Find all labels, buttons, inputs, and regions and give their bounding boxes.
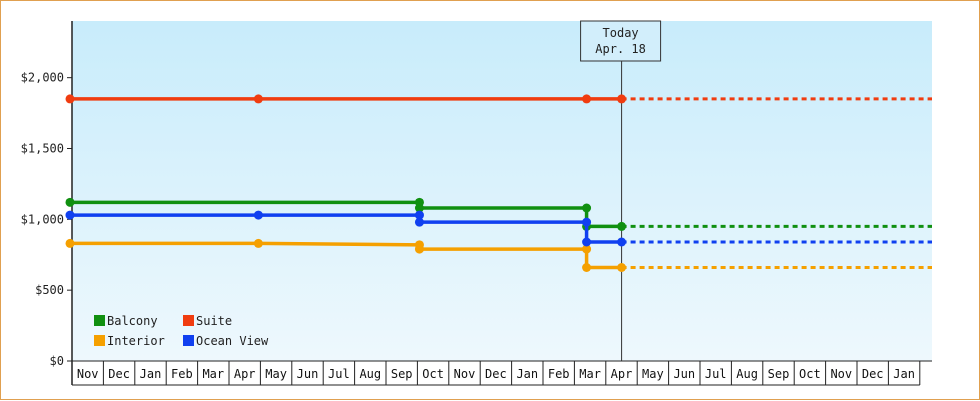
series-point-ocean-view — [414, 217, 424, 227]
legend-swatch-suite — [183, 315, 194, 326]
series-point-balcony — [582, 203, 592, 213]
series-point-ocean-view — [253, 210, 263, 220]
legend-swatch-interior — [94, 335, 105, 346]
month-label: Oct — [799, 367, 821, 381]
month-label: Nov — [77, 367, 99, 381]
legend-label-suite: Suite — [196, 314, 232, 328]
month-label: Jan — [140, 367, 162, 381]
month-label: Mar — [202, 367, 224, 381]
month-label: Oct — [422, 367, 444, 381]
series-point-interior — [617, 263, 627, 272]
month-label: Feb — [171, 367, 193, 381]
month-label: May — [642, 367, 664, 381]
month-label: Nov — [454, 367, 476, 381]
series-line-balcony — [70, 200, 622, 229]
month-label: Jul — [328, 367, 350, 381]
y-tick-label: $1,000 — [21, 212, 64, 226]
series-point-ocean-view — [582, 237, 592, 247]
series-point-suite — [617, 94, 627, 104]
month-label: Apr — [234, 367, 256, 381]
today-date: Apr. 18 — [595, 42, 646, 56]
legend-label-balcony: Balcony — [107, 314, 158, 328]
today-box — [580, 20, 662, 62]
month-label: Jun — [673, 367, 695, 381]
month-label: Mar — [579, 367, 601, 381]
today-label: Today — [603, 26, 639, 40]
series-point-interior — [582, 244, 592, 254]
series-point-ocean-view — [582, 217, 592, 227]
series-point-suite — [65, 94, 75, 104]
series-point-ocean-view — [414, 210, 424, 220]
series-point-interior — [582, 263, 592, 272]
series-point-ocean-view — [617, 237, 627, 247]
month-label: Sep — [391, 367, 413, 381]
y-tick-label: $500 — [35, 283, 64, 297]
series-point-balcony — [65, 197, 75, 207]
month-label: Jan — [893, 367, 915, 381]
month-label: Jul — [705, 367, 727, 381]
series-point-balcony — [414, 203, 424, 213]
month-label: Apr — [611, 367, 633, 381]
y-tick-label: $0 — [50, 354, 64, 368]
series-point-interior — [253, 238, 263, 248]
legend-swatch-ocean-view — [183, 335, 194, 346]
month-label: Dec — [108, 367, 130, 381]
y-tick-label: $2,000 — [21, 71, 64, 85]
month-label: May — [265, 367, 287, 381]
series-point-suite — [582, 94, 592, 104]
series-point-ocean-view — [65, 210, 75, 220]
month-label: Sep — [768, 367, 790, 381]
month-label: Dec — [485, 367, 507, 381]
y-tick-label: $1,500 — [21, 142, 64, 156]
series-point-interior — [65, 238, 75, 248]
month-label: Jun — [297, 367, 319, 381]
month-label: Dec — [862, 367, 884, 381]
month-label: Nov — [830, 367, 852, 381]
month-label: Feb — [548, 367, 570, 381]
month-label: Jan — [516, 367, 538, 381]
legend-swatch-balcony — [94, 315, 105, 326]
month-label: Aug — [359, 367, 381, 381]
month-label: Aug — [736, 367, 758, 381]
legend-label-interior: Interior — [107, 334, 165, 348]
series-point-balcony — [617, 221, 627, 231]
plot-background — [72, 21, 932, 361]
series-point-interior — [414, 244, 424, 254]
legend-label-ocean-view: Ocean View — [196, 334, 269, 348]
series-point-suite — [253, 94, 263, 104]
